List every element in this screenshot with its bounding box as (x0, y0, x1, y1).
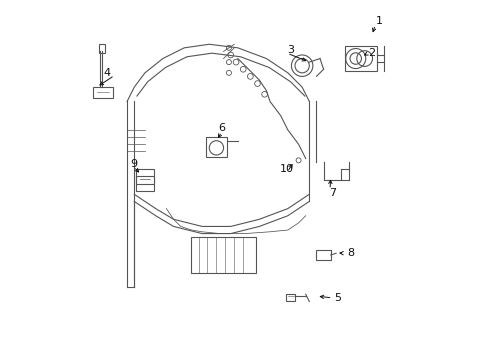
Text: 1: 1 (375, 16, 383, 26)
Text: 3: 3 (287, 45, 294, 55)
Text: 4: 4 (104, 68, 111, 78)
Text: 7: 7 (329, 188, 336, 198)
Text: 6: 6 (218, 123, 225, 133)
Text: 10: 10 (280, 164, 294, 174)
Text: 8: 8 (347, 248, 354, 258)
Text: 2: 2 (368, 48, 375, 58)
Text: 5: 5 (334, 293, 342, 303)
Text: 9: 9 (131, 159, 138, 169)
